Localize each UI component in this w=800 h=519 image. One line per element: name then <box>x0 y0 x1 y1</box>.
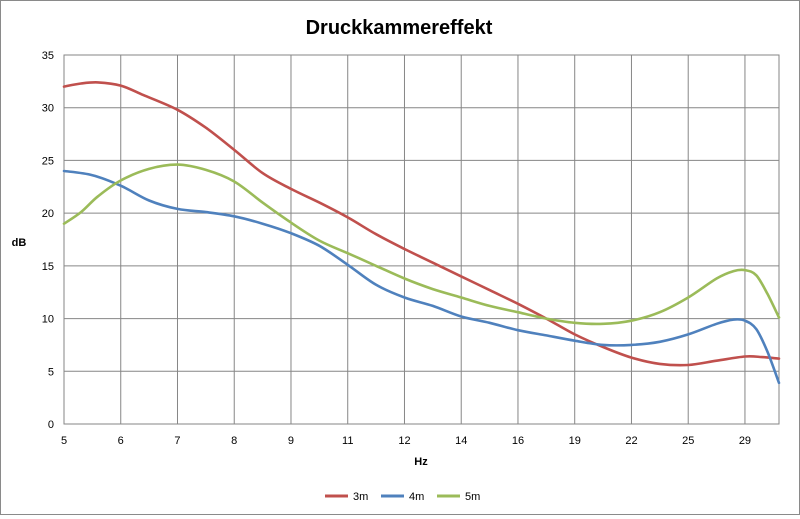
y-tick-label: 20 <box>42 208 54 220</box>
x-tick-label: 8 <box>231 435 237 447</box>
x-tick-label: 5 <box>61 435 67 447</box>
y-tick-label: 25 <box>42 155 54 167</box>
y-axis-label: dB <box>12 237 27 249</box>
chart-title: Druckkammereffekt <box>306 17 493 39</box>
x-tick-label: 19 <box>569 435 581 447</box>
x-tick-label: 7 <box>174 435 180 447</box>
x-tick-label: 22 <box>625 435 637 447</box>
x-axis-label: Hz <box>414 456 428 468</box>
series-line-4m <box>62 169 781 385</box>
y-tick-label: 15 <box>42 261 54 273</box>
x-tick-label: 11 <box>342 435 353 447</box>
series-line-3m <box>62 81 781 367</box>
y-tick-label: 30 <box>42 103 54 115</box>
x-tick-label: 29 <box>739 435 751 447</box>
legend-label-3m: 3m <box>353 491 368 503</box>
plot-area <box>63 54 780 425</box>
legend-label-4m: 4m <box>409 491 424 503</box>
series-lines <box>62 81 781 385</box>
y-tick-label: 0 <box>48 419 54 431</box>
x-axis-ticks: 5 6 7 8 9 11 12 14 16 19 22 25 29 <box>61 435 751 447</box>
y-tick-label: 10 <box>42 314 54 326</box>
x-tick-label: 6 <box>118 435 124 447</box>
x-tick-label: 16 <box>512 435 524 447</box>
legend: 3m 4m 5m <box>325 491 480 503</box>
x-tick-label: 14 <box>455 435 467 447</box>
x-tick-label: 9 <box>288 435 294 447</box>
x-tick-label: 25 <box>682 435 694 447</box>
y-tick-label: 35 <box>42 50 54 62</box>
legend-label-5m: 5m <box>465 491 480 503</box>
x-tick-label: 12 <box>398 435 410 447</box>
y-tick-label: 5 <box>48 366 54 378</box>
y-axis-ticks: 0 5 10 15 20 25 30 35 <box>42 50 54 431</box>
series-line-5m <box>62 163 781 326</box>
grid <box>64 55 779 424</box>
